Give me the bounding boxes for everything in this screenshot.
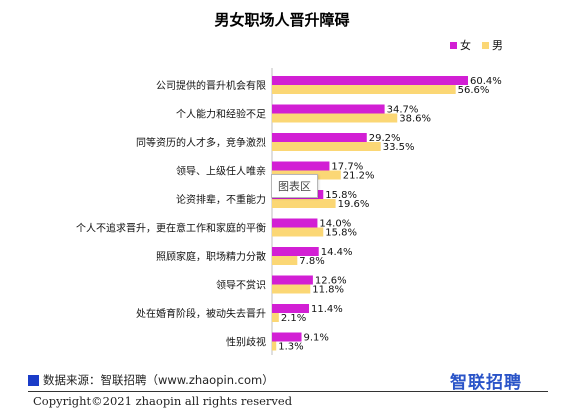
copyright-text: Copyright©2021 zhaopin all rights reserv… <box>33 394 293 408</box>
bar-male <box>272 313 279 322</box>
bar-female <box>272 332 302 342</box>
legend-swatch-male <box>482 42 489 49</box>
bar-male <box>272 85 456 94</box>
data-label: 19.6% <box>338 199 370 210</box>
category-labels: 公司提供的晋升机会有限个人能力和经验不足同等资历的人才多，竞争激烈领导、上级任人… <box>76 79 266 349</box>
chart-title: 男女职场人晋升障碍 <box>214 11 349 29</box>
bar-male <box>272 227 324 237</box>
zhaopin-logo: 智联招聘 <box>450 373 522 393</box>
category-label: 个人不追求晋升，更在意工作和家庭的平衡 <box>76 222 266 235</box>
data-source: 数据来源：智联招聘（www.zhaopin.com） <box>28 373 274 387</box>
data-label: 12.6% <box>315 276 347 287</box>
blue-square-icon <box>28 374 39 386</box>
category-label: 公司提供的晋升机会有限 <box>156 79 266 92</box>
data-label: 38.6% <box>399 114 431 125</box>
data-label: 34.7% <box>387 105 419 116</box>
category-label: 处在婚育阶段，被动失去晋升 <box>136 307 266 320</box>
data-labels: 60.4%56.6% 34.7%38.6% 29.2%33.5% 17.7%21.2%… <box>278 76 502 353</box>
bar-female <box>272 104 385 114</box>
bar-male <box>272 113 398 123</box>
category-label: 照顾家庭，职场精力分散 <box>156 250 266 263</box>
bar-female <box>272 76 468 85</box>
data-label: 60.4% <box>470 76 502 87</box>
data-label: 11.4% <box>311 304 343 315</box>
data-label: 15.8% <box>325 190 357 201</box>
category-label: 论资排辈，不重能力 <box>176 193 266 206</box>
data-label: 29.2% <box>369 133 401 144</box>
bar-female <box>272 133 367 142</box>
data-label: 9.1% <box>304 333 329 344</box>
bar-male <box>272 256 298 265</box>
data-label: 1.3% <box>278 342 303 353</box>
category-label: 同等资历的人才多，竞争激烈 <box>136 136 266 149</box>
category-label: 个人能力和经验不足 <box>176 108 266 121</box>
data-label: 21.2% <box>343 171 375 182</box>
bar-female <box>272 275 313 285</box>
bar-male <box>272 142 381 151</box>
footer-divider <box>28 391 548 392</box>
data-label: 56.6% <box>458 85 490 96</box>
chart-area-tooltip: 图表区 <box>271 174 318 198</box>
bars <box>272 76 468 351</box>
bar-female <box>272 304 309 313</box>
bar-male <box>272 284 311 294</box>
data-label: 11.8% <box>312 285 344 296</box>
bar-male <box>272 199 336 208</box>
legend-label-male: 男 <box>492 39 503 52</box>
bar-female <box>272 218 318 228</box>
data-label: 14.4% <box>321 247 353 258</box>
data-label: 2.1% <box>281 313 306 324</box>
data-label: 33.5% <box>383 142 415 153</box>
data-source-text: 数据来源：智联招聘（www.zhaopin.com） <box>43 373 274 387</box>
data-label: 7.8% <box>299 256 324 267</box>
bar-male <box>272 341 277 351</box>
bar-female <box>272 247 319 256</box>
data-label: 14.0% <box>319 219 351 230</box>
legend-label-female: 女 <box>460 38 471 52</box>
data-label: 17.7% <box>331 162 363 173</box>
category-label: 领导、上级任人唯亲 <box>176 165 266 178</box>
data-label: 15.8% <box>325 228 357 239</box>
category-label: 领导不赏识 <box>216 279 266 292</box>
bar-female <box>272 161 330 171</box>
legend: 女男 <box>450 38 503 52</box>
category-label: 性别歧视 <box>226 336 266 349</box>
legend-swatch-female <box>450 42 457 49</box>
